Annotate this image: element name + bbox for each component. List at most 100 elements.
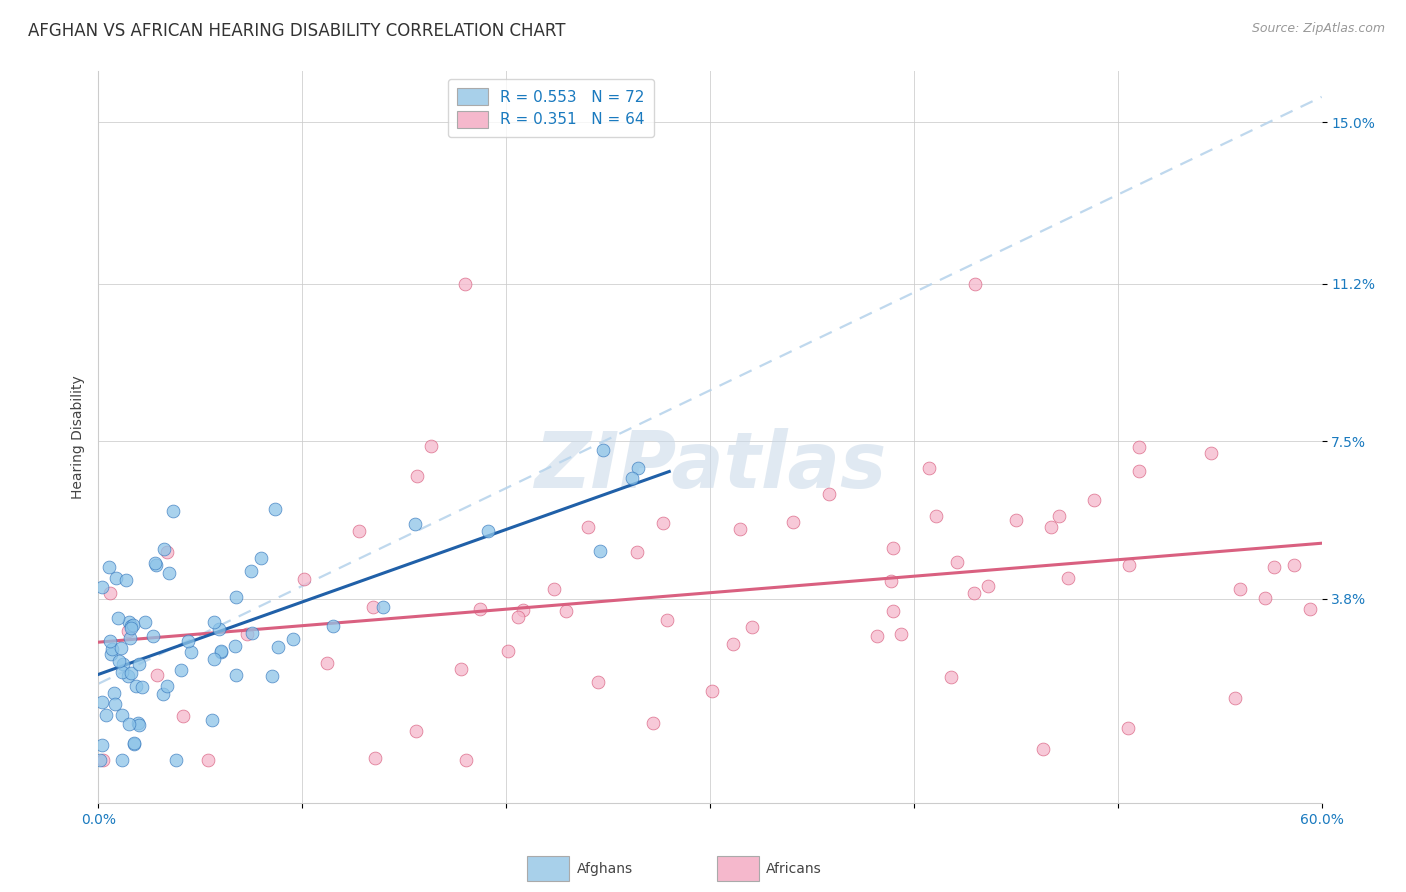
- Point: [454, 753, 477, 767]
- Point: [94, 707, 117, 722]
- Point: [264, 502, 287, 516]
- Point: [1128, 464, 1150, 478]
- Point: [177, 634, 200, 648]
- Point: [104, 571, 127, 585]
- Point: [128, 718, 150, 732]
- Point: [882, 604, 904, 618]
- Point: [111, 753, 134, 767]
- Point: [240, 626, 263, 640]
- Point: [180, 645, 202, 659]
- Point: [880, 574, 903, 589]
- Point: [1253, 591, 1275, 606]
- Text: Africans: Africans: [766, 862, 823, 876]
- Legend: R = 0.553   N = 72, R = 0.351   N = 64: R = 0.553 N = 72, R = 0.351 N = 64: [449, 79, 654, 136]
- Point: [347, 524, 370, 538]
- Point: [117, 624, 139, 639]
- Point: [405, 723, 427, 738]
- Point: [117, 669, 139, 683]
- Point: [122, 737, 145, 751]
- Point: [1032, 742, 1054, 756]
- Point: [817, 487, 839, 501]
- Point: [700, 684, 723, 698]
- Point: [111, 657, 134, 672]
- Point: [292, 572, 315, 586]
- Point: [1057, 571, 1080, 585]
- Point: [90, 580, 112, 594]
- Point: [477, 524, 499, 539]
- Point: [506, 609, 529, 624]
- Point: [512, 602, 534, 616]
- Point: [208, 622, 231, 636]
- Point: [626, 544, 648, 558]
- Point: [322, 619, 344, 633]
- Point: [142, 629, 165, 643]
- Point: [127, 716, 149, 731]
- Point: [100, 641, 122, 656]
- Point: [404, 516, 426, 531]
- Point: [121, 666, 143, 681]
- Point: [162, 503, 184, 517]
- Y-axis label: Hearing Disability: Hearing Disability: [70, 376, 84, 499]
- Text: Source: ZipAtlas.com: Source: ZipAtlas.com: [1251, 22, 1385, 36]
- Point: [131, 680, 153, 694]
- Point: [89, 753, 111, 767]
- Point: [125, 679, 148, 693]
- Point: [118, 615, 141, 630]
- Text: Afghans: Afghans: [576, 862, 633, 876]
- Point: [134, 615, 156, 630]
- Point: [120, 621, 142, 635]
- Point: [866, 629, 889, 643]
- Point: [1118, 558, 1140, 573]
- Point: [156, 679, 179, 693]
- Point: [782, 515, 804, 529]
- Point: [543, 582, 565, 596]
- Point: [890, 627, 912, 641]
- Point: [111, 707, 134, 722]
- Point: [110, 641, 132, 656]
- Point: [963, 585, 986, 599]
- Point: [146, 668, 169, 682]
- Point: [450, 662, 472, 676]
- Point: [97, 559, 120, 574]
- Point: [1083, 492, 1105, 507]
- Point: [1282, 558, 1305, 572]
- Point: [586, 674, 609, 689]
- Point: [120, 619, 142, 633]
- Point: [361, 600, 384, 615]
- Point: [939, 670, 962, 684]
- Point: [496, 644, 519, 658]
- Point: [93, 753, 115, 767]
- Point: [592, 442, 614, 457]
- Point: [201, 714, 224, 728]
- Point: [204, 615, 226, 629]
- Point: [165, 753, 187, 767]
- Point: [153, 542, 176, 557]
- Point: [260, 668, 283, 682]
- Point: [655, 613, 678, 627]
- Point: [91, 695, 114, 709]
- Point: [98, 633, 121, 648]
- Point: [91, 739, 114, 753]
- Point: [420, 439, 443, 453]
- Point: [406, 468, 429, 483]
- Point: [108, 654, 131, 668]
- Point: [107, 611, 129, 625]
- Point: [946, 555, 969, 569]
- Point: [1005, 513, 1028, 527]
- Point: [98, 586, 121, 600]
- Point: [128, 657, 150, 672]
- Point: [315, 656, 337, 670]
- Point: [1298, 602, 1320, 616]
- Point: [651, 516, 673, 530]
- Point: [121, 618, 143, 632]
- Point: [152, 687, 174, 701]
- Point: [100, 648, 122, 662]
- Point: [157, 566, 180, 581]
- Point: [373, 600, 395, 615]
- Point: [1116, 721, 1139, 735]
- Point: [1128, 440, 1150, 454]
- Text: ZIPatlas: ZIPatlas: [534, 428, 886, 504]
- Point: [103, 686, 125, 700]
- Point: [976, 579, 998, 593]
- Point: [197, 753, 219, 767]
